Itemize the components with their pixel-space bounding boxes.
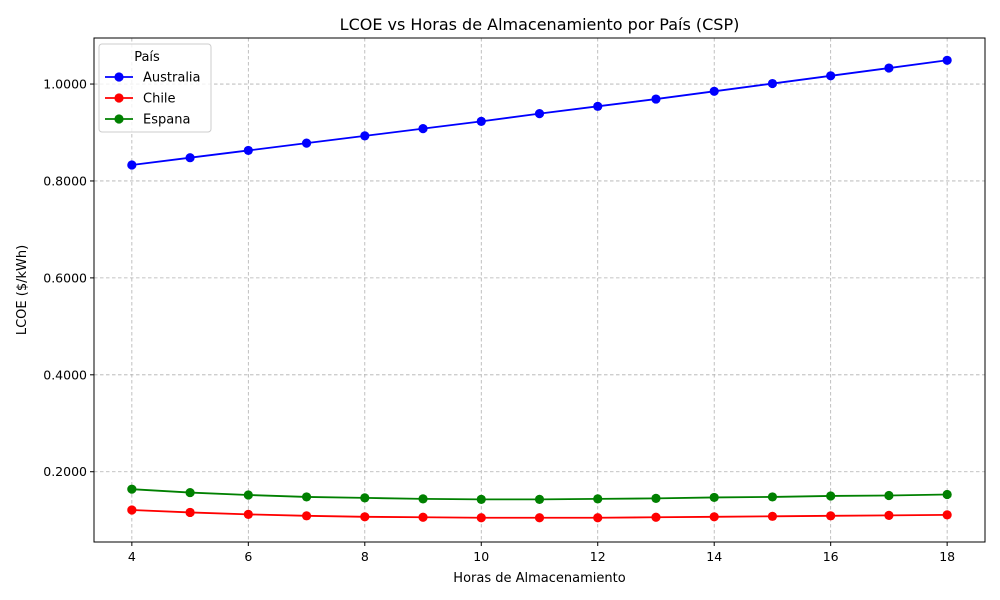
data-point bbox=[360, 131, 370, 141]
data-point bbox=[709, 492, 719, 503]
data-point bbox=[534, 494, 545, 504]
data-point bbox=[709, 512, 719, 522]
data-point bbox=[942, 510, 952, 520]
data-point bbox=[476, 116, 486, 126]
legend-label: Chile bbox=[143, 92, 176, 107]
data-point bbox=[534, 109, 545, 119]
data-point bbox=[243, 490, 253, 500]
data-point bbox=[534, 513, 545, 523]
data-point bbox=[651, 512, 661, 522]
data-point bbox=[301, 138, 312, 148]
y-tick-label: 0.8000 bbox=[43, 173, 87, 188]
y-tick-label: 1.0000 bbox=[43, 77, 87, 92]
data-point bbox=[651, 493, 661, 503]
data-point bbox=[884, 490, 894, 501]
data-point bbox=[884, 510, 894, 520]
series-layer bbox=[127, 55, 952, 523]
legend-marker bbox=[114, 114, 124, 124]
data-point bbox=[301, 511, 312, 521]
x-tick-label: 14 bbox=[706, 549, 722, 564]
y-tick-label: 0.2000 bbox=[43, 464, 87, 479]
data-point bbox=[185, 507, 195, 518]
data-point bbox=[418, 124, 428, 134]
data-point bbox=[593, 494, 603, 504]
y-axis-label: LCOE ($/kWh) bbox=[15, 245, 30, 335]
data-point bbox=[243, 145, 253, 156]
legend-marker bbox=[114, 93, 124, 103]
data-point bbox=[185, 487, 195, 498]
data-point bbox=[127, 160, 137, 170]
data-point bbox=[884, 63, 894, 73]
chart-title: LCOE vs Horas de Almacenamiento por País… bbox=[340, 15, 740, 34]
legend-label: Espana bbox=[143, 113, 190, 128]
data-point bbox=[185, 153, 195, 163]
data-point bbox=[476, 513, 486, 523]
x-axis-label: Horas de Almacenamiento bbox=[453, 571, 625, 586]
data-point bbox=[127, 505, 137, 515]
x-tick-label: 4 bbox=[128, 549, 136, 564]
data-point bbox=[301, 492, 312, 502]
y-tick-label: 0.4000 bbox=[43, 367, 87, 382]
data-point bbox=[826, 491, 836, 501]
axes-frame bbox=[93, 37, 986, 543]
data-point bbox=[127, 484, 137, 494]
legend-marker bbox=[114, 72, 124, 82]
data-point bbox=[826, 71, 836, 81]
legend-entry: Chile bbox=[105, 92, 176, 107]
data-point bbox=[593, 101, 603, 111]
data-point bbox=[826, 511, 836, 521]
data-point bbox=[360, 512, 370, 522]
data-point bbox=[651, 94, 661, 104]
x-tick-label: 16 bbox=[823, 549, 839, 564]
x-tick-label: 12 bbox=[590, 549, 606, 564]
data-point bbox=[418, 512, 428, 522]
data-point bbox=[476, 494, 486, 504]
data-point bbox=[767, 78, 778, 89]
x-tick-label: 18 bbox=[939, 549, 955, 564]
data-point bbox=[360, 493, 370, 503]
series-chile bbox=[127, 505, 952, 523]
legend-box bbox=[98, 43, 212, 133]
data-point bbox=[942, 55, 952, 65]
x-axis-ticks: 4 6 8 10 12 14 16 18 bbox=[128, 542, 955, 564]
data-point bbox=[767, 511, 778, 521]
legend-entries: Australia Chile Espana bbox=[105, 71, 201, 128]
x-tick-label: 6 bbox=[244, 549, 252, 564]
legend-entry: Australia bbox=[105, 71, 201, 86]
y-tick-label: 0.6000 bbox=[43, 270, 87, 285]
series-australia bbox=[127, 55, 952, 170]
data-point bbox=[418, 494, 428, 504]
series-espana bbox=[127, 484, 952, 504]
x-tick-label: 10 bbox=[473, 549, 489, 564]
legend-title: País bbox=[134, 50, 160, 65]
legend-entry: Espana bbox=[105, 113, 190, 128]
data-point bbox=[942, 489, 952, 500]
data-point bbox=[243, 509, 253, 519]
x-tick-label: 8 bbox=[361, 549, 369, 564]
data-point bbox=[709, 86, 719, 96]
legend-label: Australia bbox=[143, 71, 201, 86]
y-axis-ticks: 0.2000 0.4000 0.6000 0.8000 1.0000 bbox=[43, 77, 94, 479]
data-point bbox=[767, 492, 778, 502]
legend: País Australia Chile Espana bbox=[98, 43, 212, 133]
data-point bbox=[593, 513, 603, 523]
grid bbox=[94, 38, 985, 542]
